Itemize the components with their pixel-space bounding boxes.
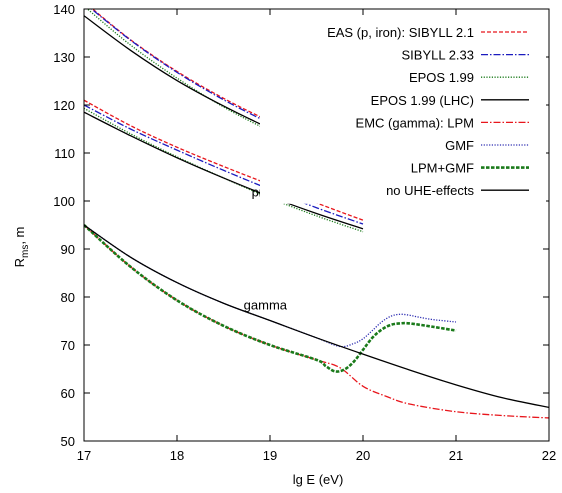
legend-background [260,15,546,204]
series-line-2-1 [84,104,364,225]
y-tick-label: 50 [61,434,75,449]
legend: EAS (p, iron): SIBYLL 2.1 SIBYLL 2.33 EPOS… [260,15,546,204]
x-tick-label: 18 [170,448,184,463]
y-axis-label-sub: ms [20,245,31,258]
y-axis-label: Rms, m [12,227,31,268]
legend-label: EAS (p, iron): SIBYLL 2.1 [327,25,474,40]
y-tick-label: 100 [53,194,75,209]
legend-label: EPOS 1.99 (LHC) [371,93,474,108]
x-tick-label: 17 [77,448,91,463]
x-tick-label: 20 [356,448,370,463]
y-axis-label-rest: , m [12,227,27,245]
y-tick-label: 90 [61,242,75,257]
y-tick-label: 110 [54,146,75,161]
y-tick-label: 140 [53,2,75,17]
legend-label: no UHE-effects [386,183,474,198]
series-line-5-1 [84,224,549,419]
series-line-4-1 [84,111,364,230]
y-axis-label-main: R [12,258,27,267]
y-tick-label: 120 [53,98,75,113]
legend-label: GMF [445,138,474,153]
x-tick-label: 21 [449,448,463,463]
y-tick-label: 80 [61,290,75,305]
series-line-6-1 [84,224,457,348]
plot-frame [83,8,550,442]
series-line-8-1 [84,224,549,409]
y-tick-label: 130 [53,50,75,65]
y-tick-label: 60 [61,386,75,401]
x-tick-label: 19 [263,448,277,463]
annotation-gamma: gamma [244,298,288,313]
x-axis-label: lg E (eV) [293,472,344,487]
legend-label: LPM+GMF [411,161,474,176]
legend-label: SIBYLL 2.33 [401,48,474,63]
x-tick-label: 22 [542,448,556,463]
y-tick-label: 70 [61,338,75,353]
axes: 17 18 19 20 21 22 50 60 70 80 90 100 110 120 130 140 [53,2,556,463]
legend-label: EPOS 1.99 [409,70,474,85]
legend-label: EMC (gamma): LPM [356,115,474,130]
